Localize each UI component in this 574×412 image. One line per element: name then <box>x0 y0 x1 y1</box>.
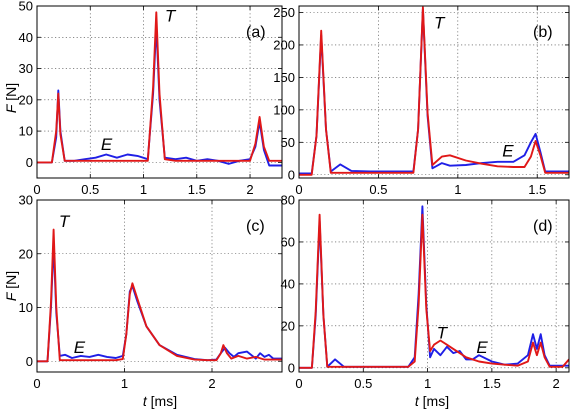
xtick-label-2: 1 <box>454 182 461 197</box>
ytick-label-3: 60 <box>281 234 295 249</box>
panel-label: (c) <box>246 218 265 235</box>
axes-frame <box>298 5 570 179</box>
xtick-label-2: 2 <box>208 376 215 391</box>
annotation-T: T <box>437 323 449 342</box>
ytick-label-2: 100 <box>273 102 295 117</box>
xtick-label-1: 0.5 <box>354 376 372 391</box>
annotation-T: T <box>434 14 446 33</box>
ytick-label-2: 20 <box>19 246 33 261</box>
ytick-label-2: 20 <box>19 92 33 107</box>
annotation-E: E <box>476 338 488 357</box>
xlabel-left: t [ms] <box>143 393 177 409</box>
ytick-label-0: 0 <box>26 354 33 369</box>
annotation-E: E <box>74 338 86 357</box>
ytick-label-3: 150 <box>273 70 295 85</box>
ytick-label-1: 20 <box>281 318 295 333</box>
series-line-red <box>37 11 282 164</box>
xtick-label-0: 0 <box>295 376 302 391</box>
axes-frame <box>36 5 283 179</box>
ytick-label-3: 30 <box>19 61 33 76</box>
ylabel-bottom: F [N] <box>3 271 19 301</box>
xtick-label-4: 2 <box>553 376 560 391</box>
xtick-label-0: 0 <box>295 182 302 197</box>
xtick-label-2: 1 <box>140 182 147 197</box>
ylabel-top: F [N] <box>3 83 19 113</box>
ytick-label-0: 0 <box>288 360 295 375</box>
ytick-label-5: 250 <box>273 5 295 20</box>
annotation-E: E <box>502 142 514 161</box>
xtick-label-3: 1.5 <box>483 376 501 391</box>
xtick-label-0: 0 <box>33 182 40 197</box>
xtick-label-1: 0.5 <box>81 182 99 197</box>
panel-label: (d) <box>533 218 553 235</box>
xtick-label-3: 1.5 <box>188 182 206 197</box>
ytick-label-4: 40 <box>19 30 33 45</box>
panel-label: (a) <box>246 24 266 41</box>
series-line-red <box>299 213 569 369</box>
ytick-label-3: 30 <box>19 193 33 208</box>
panel-label: (b) <box>533 24 553 41</box>
annotation-T: T <box>59 212 71 231</box>
ytick-label-1: 10 <box>19 300 33 315</box>
xtick-label-1: 0.5 <box>369 182 387 197</box>
panel-1: 0 0.5 1 1.5 0 50 100 150 200 250 T E (b) <box>273 5 570 197</box>
series-line-blue <box>299 8 569 175</box>
ytick-label-4: 80 <box>281 193 295 208</box>
ytick-label-1: 50 <box>281 135 295 150</box>
xtick-label-4: 2 <box>246 182 253 197</box>
xtick-label-3: 1.5 <box>528 182 546 197</box>
series-line-red <box>299 6 569 176</box>
axes-frame <box>36 199 283 373</box>
ytick-label-0: 0 <box>26 155 33 170</box>
xtick-label-2: 1 <box>424 376 431 391</box>
xtick-label-1: 1 <box>121 376 128 391</box>
series-line-red <box>37 228 282 363</box>
ytick-label-1: 10 <box>19 124 33 139</box>
ytick-label-0: 0 <box>288 167 295 182</box>
ytick-label-2: 40 <box>281 276 295 291</box>
xlabel-right: t [ms] <box>415 393 449 409</box>
ytick-label-5: 50 <box>19 0 33 14</box>
axes-frame <box>298 199 570 373</box>
ytick-label-4: 200 <box>273 37 295 52</box>
xtick-label-0: 0 <box>33 376 40 391</box>
series-line-blue <box>299 205 569 369</box>
annotation-E: E <box>101 135 113 154</box>
annotation-T: T <box>165 7 177 26</box>
